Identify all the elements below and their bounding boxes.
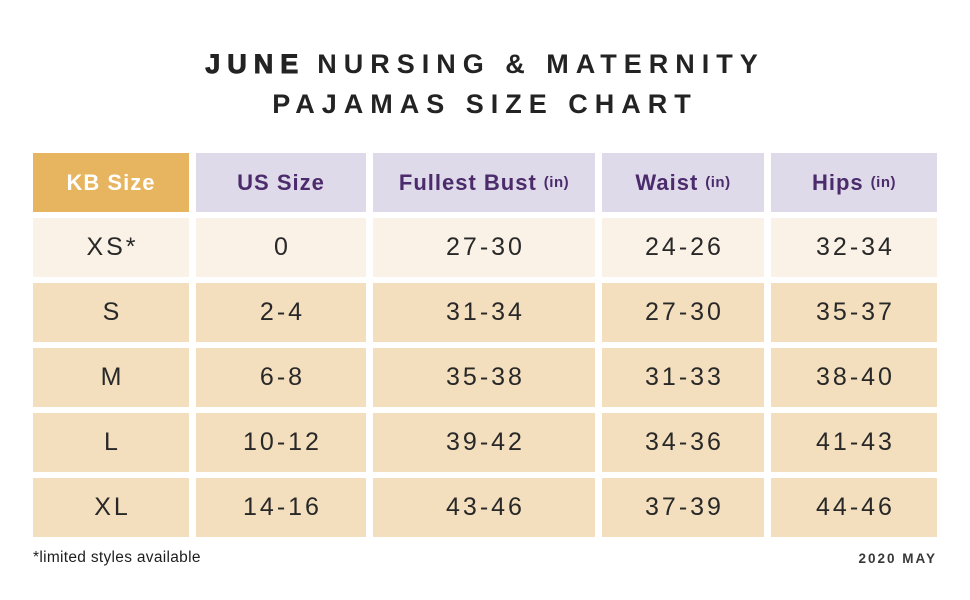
table-cell: 35-38 bbox=[373, 348, 595, 407]
chart-date: 2020 MAY bbox=[858, 550, 937, 566]
table-cell: 38-40 bbox=[771, 348, 937, 407]
table-cell: S bbox=[33, 283, 189, 342]
table-cell: 34-36 bbox=[602, 413, 764, 472]
table-cell: XS* bbox=[33, 218, 189, 277]
table-cell: 27-30 bbox=[373, 218, 595, 277]
chart-title-line2: PAJAMAS SIZE CHART bbox=[272, 89, 698, 119]
header-label: KB Size bbox=[66, 169, 156, 195]
table-cell: 32-34 bbox=[771, 218, 937, 277]
header-label: Fullest Bust bbox=[398, 169, 537, 195]
table-cell: 37-39 bbox=[602, 478, 764, 537]
table-cell: XL bbox=[33, 478, 189, 537]
chart-title-line1: JUNE NURSING & MATERNITY bbox=[0, 44, 970, 84]
table-cell: 0 bbox=[196, 218, 366, 277]
header-unit: (in) bbox=[705, 174, 731, 191]
header-label: Hips bbox=[811, 169, 864, 195]
footnote: *limited styles available bbox=[33, 549, 201, 566]
table-cell: 2-4 bbox=[196, 283, 366, 342]
header-label: Waist bbox=[635, 169, 699, 195]
table-cell: 39-42 bbox=[373, 413, 595, 472]
table-cell: 35-37 bbox=[771, 283, 937, 342]
table-cell: 6-8 bbox=[196, 348, 366, 407]
header-unit: (in) bbox=[543, 174, 570, 191]
table-cell: M bbox=[33, 348, 189, 407]
table-cell: 31-34 bbox=[373, 283, 595, 342]
chart-title: JUNE NURSING & MATERNITY PAJAMAS SIZE CHA… bbox=[0, 44, 970, 124]
size-chart-table: KB Size US Size Fullest Bust (in) Waist (i… bbox=[33, 153, 937, 537]
header-kb-size: KB Size bbox=[33, 153, 189, 212]
chart-title-line1-rest: NURSING & MATERNITY bbox=[317, 49, 765, 79]
table-cell: 41-43 bbox=[771, 413, 937, 472]
header-hips: Hips (in) bbox=[771, 153, 937, 212]
table-cell: 14-16 bbox=[196, 478, 366, 537]
table-cell: 27-30 bbox=[602, 283, 764, 342]
header-fullest-bust: Fullest Bust (in) bbox=[373, 153, 595, 212]
brand-name: JUNE bbox=[205, 49, 306, 80]
table-cell: L bbox=[33, 413, 189, 472]
table-cell: 10-12 bbox=[196, 413, 366, 472]
table-cell: 24-26 bbox=[602, 218, 764, 277]
table-cell: 43-46 bbox=[373, 478, 595, 537]
table-cell: 44-46 bbox=[771, 478, 937, 537]
header-waist: Waist (in) bbox=[602, 153, 764, 212]
footer: *limited styles available 2020 MAY bbox=[33, 549, 937, 567]
header-unit: (in) bbox=[870, 174, 896, 191]
table-cell: 31-33 bbox=[602, 348, 764, 407]
header-us-size: US Size bbox=[196, 153, 366, 212]
header-label: US Size bbox=[237, 169, 325, 195]
